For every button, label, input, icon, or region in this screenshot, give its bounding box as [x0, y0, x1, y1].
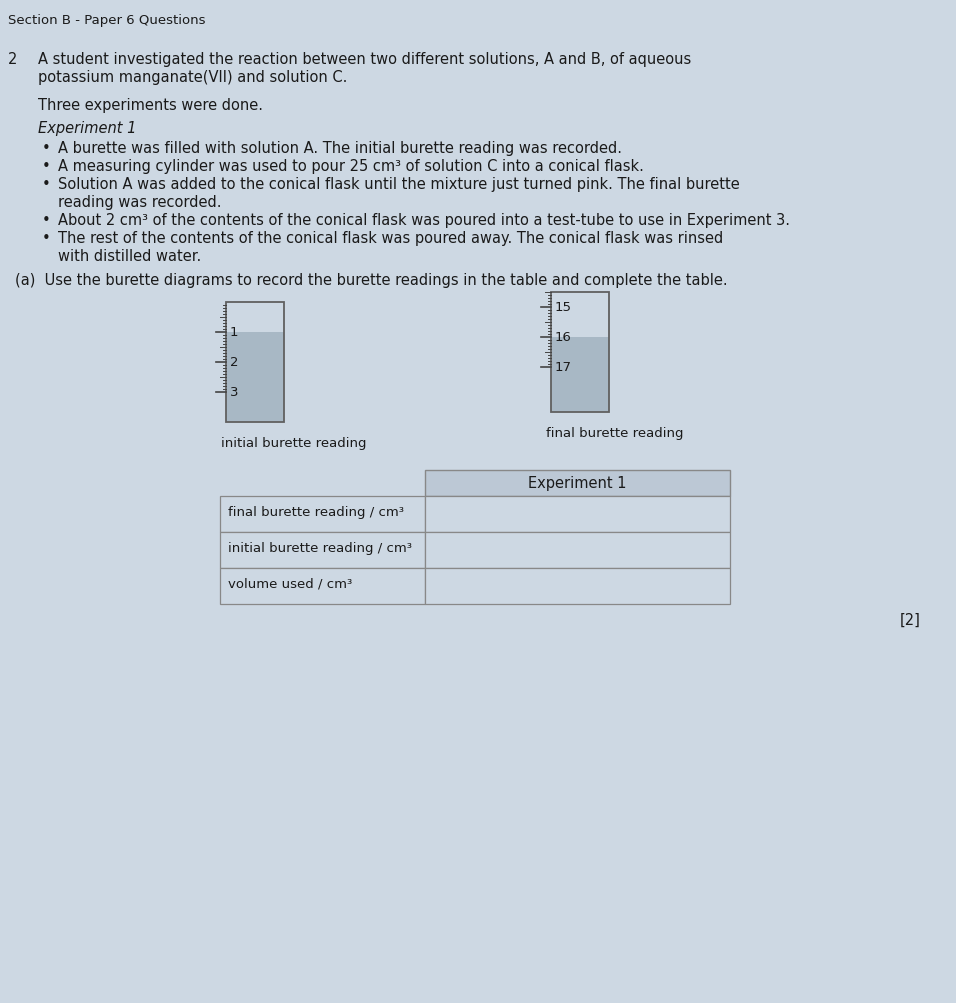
Text: final burette reading: final burette reading — [546, 426, 684, 439]
Text: Solution A was added to the conical flask until the mixture just turned pink. Th: Solution A was added to the conical flas… — [58, 177, 740, 192]
Text: •: • — [42, 158, 51, 174]
Text: potassium manganate(VII) and solution C.: potassium manganate(VII) and solution C. — [38, 70, 347, 85]
Text: 1: 1 — [230, 326, 238, 339]
Bar — [226, 333, 284, 422]
Bar — [220, 496, 425, 533]
Bar — [425, 569, 730, 605]
Bar — [220, 533, 425, 569]
Text: initial burette reading / cm³: initial burette reading / cm³ — [228, 542, 412, 555]
Text: •: • — [42, 140, 51, 155]
Text: A student investigated the reaction between two different solutions, A and B, of: A student investigated the reaction betw… — [38, 52, 691, 67]
Text: About 2 cm³ of the contents of the conical flask was poured into a test-tube to : About 2 cm³ of the contents of the conic… — [58, 213, 790, 228]
Bar — [551, 293, 609, 412]
Text: •: • — [42, 231, 51, 246]
Text: 17: 17 — [555, 361, 572, 374]
Text: A measuring cylinder was used to pour 25 cm³ of solution C into a conical flask.: A measuring cylinder was used to pour 25… — [58, 158, 644, 174]
Text: A burette was filled with solution A. The initial burette reading was recorded.: A burette was filled with solution A. Th… — [58, 140, 622, 155]
Text: initial burette reading: initial burette reading — [221, 436, 366, 449]
Bar — [220, 569, 425, 605]
Bar — [226, 303, 284, 422]
Text: reading was recorded.: reading was recorded. — [58, 195, 222, 210]
Text: 2: 2 — [230, 356, 238, 369]
Bar — [425, 470, 730, 496]
Text: (a)  Use the burette diagrams to record the burette readings in the table and co: (a) Use the burette diagrams to record t… — [15, 273, 728, 288]
Text: Experiment 1: Experiment 1 — [529, 475, 627, 490]
Text: The rest of the contents of the conical flask was poured away. The conical flask: The rest of the contents of the conical … — [58, 231, 724, 246]
Bar — [551, 338, 609, 412]
Text: •: • — [42, 213, 51, 228]
Text: volume used / cm³: volume used / cm³ — [228, 578, 352, 591]
Bar — [425, 496, 730, 533]
Text: 15: 15 — [555, 301, 572, 314]
Text: 3: 3 — [230, 385, 238, 398]
Text: Experiment 1: Experiment 1 — [38, 121, 137, 135]
Text: •: • — [42, 177, 51, 192]
Text: 2: 2 — [8, 52, 17, 67]
Bar — [425, 533, 730, 569]
Text: Three experiments were done.: Three experiments were done. — [38, 98, 263, 113]
Text: Section B - Paper 6 Questions: Section B - Paper 6 Questions — [8, 14, 206, 27]
Text: with distilled water.: with distilled water. — [58, 249, 202, 264]
Text: final burette reading / cm³: final burette reading / cm³ — [228, 506, 404, 519]
Text: [2]: [2] — [900, 613, 921, 627]
Text: 16: 16 — [555, 331, 572, 344]
